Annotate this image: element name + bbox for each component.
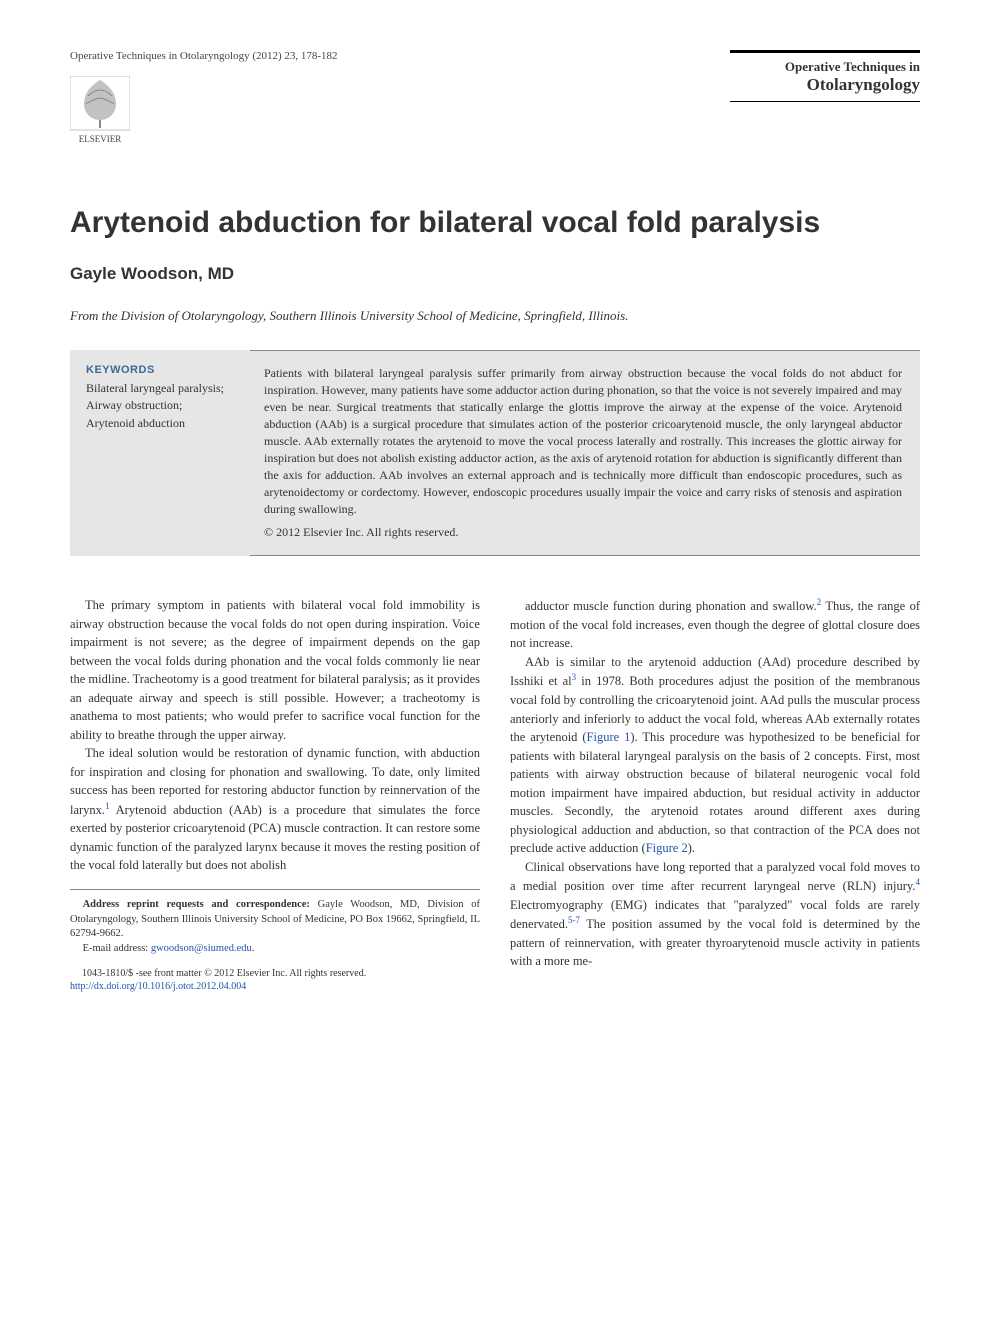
elsevier-label: ELSEVIER: [79, 134, 122, 144]
correspondence-address: Address reprint requests and corresponde…: [70, 898, 480, 942]
ref-4[interactable]: 4: [916, 877, 921, 887]
body-para-3: adductor muscle function during phonatio…: [510, 596, 920, 653]
abstract-text: Patients with bilateral laryngeal paraly…: [264, 366, 902, 516]
author-affiliation: From the Division of Otolaryngology, Sou…: [70, 308, 920, 324]
ref-5-7[interactable]: 5-7: [568, 915, 580, 925]
journal-rule-bottom: [730, 101, 920, 102]
author-name: Gayle Woodson, MD: [70, 264, 920, 284]
body-p5a: Clinical observations have long reported…: [510, 860, 920, 894]
address-label: Address reprint requests and corresponde…: [83, 899, 310, 910]
body-para-1: The primary symptom in patients with bil…: [70, 596, 480, 744]
keywords-list: Bilateral laryngeal paralysis; Airway ob…: [86, 380, 234, 432]
email-label: E-mail address:: [83, 943, 151, 954]
body-p4c: ). This procedure was hypothesized to be…: [510, 730, 920, 855]
journal-rule-top: [730, 50, 920, 53]
article-body: The primary symptom in patients with bil…: [70, 596, 920, 993]
elsevier-logo: ELSEVIER: [70, 76, 130, 146]
journal-name-line2: Otolaryngology: [730, 75, 920, 95]
front-matter-text: 1043-1810/$ -see front matter © 2012 Els…: [70, 967, 480, 981]
body-p4d: ).: [688, 841, 695, 855]
body-para-2: The ideal solution would be restoration …: [70, 744, 480, 875]
abstract-copyright: © 2012 Elsevier Inc. All rights reserved…: [264, 524, 902, 541]
abstract-body: Patients with bilateral laryngeal paraly…: [250, 350, 920, 556]
keywords-heading: KEYWORDS: [86, 364, 234, 376]
journal-name-line1: Operative Techniques in: [730, 59, 920, 75]
figure-2-link[interactable]: Figure 2: [646, 841, 688, 855]
body-para-5: Clinical observations have long reported…: [510, 858, 920, 971]
citation-text: Operative Techniques in Otolaryngology (…: [70, 50, 338, 62]
elsevier-tree-icon: ELSEVIER: [70, 76, 130, 146]
correspondence-email: E-mail address: gwoodson@siumed.edu.: [70, 942, 480, 957]
abstract-block: KEYWORDS Bilateral laryngeal paralysis; …: [70, 350, 920, 556]
doi-link[interactable]: http://dx.doi.org/10.1016/j.otot.2012.04…: [70, 981, 246, 992]
figure-1-link[interactable]: Figure 1: [587, 730, 631, 744]
body-p2b: Arytenoid abduction (AAb) is a procedure…: [70, 803, 480, 873]
email-link[interactable]: gwoodson@siumed.edu: [151, 943, 252, 954]
keywords-box: KEYWORDS Bilateral laryngeal paralysis; …: [70, 350, 250, 556]
footnote-block: Address reprint requests and corresponde…: [70, 889, 480, 994]
page-header: Operative Techniques in Otolaryngology (…: [70, 50, 920, 146]
article-title: Arytenoid abduction for bilateral vocal …: [70, 206, 920, 240]
header-left: Operative Techniques in Otolaryngology (…: [70, 50, 338, 146]
body-para-4: AAb is similar to the arytenoid adductio…: [510, 653, 920, 858]
body-p3a: adductor muscle function during phonatio…: [525, 599, 817, 613]
front-matter: 1043-1810/$ -see front matter © 2012 Els…: [70, 967, 480, 994]
journal-title-box: Operative Techniques in Otolaryngology: [730, 50, 920, 102]
